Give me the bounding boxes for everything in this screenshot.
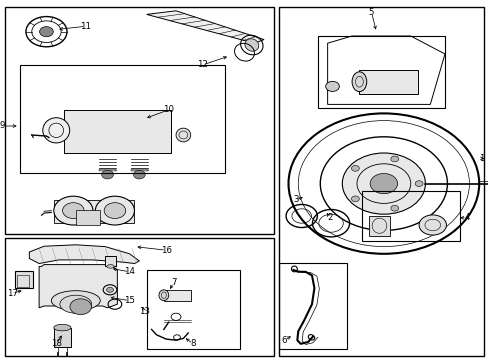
Bar: [76, 210, 100, 225]
Circle shape: [342, 153, 425, 214]
Text: 5: 5: [368, 8, 374, 17]
Bar: [163, 290, 190, 301]
Circle shape: [95, 196, 134, 225]
Text: 2: 2: [326, 213, 332, 222]
Text: 9: 9: [0, 122, 5, 130]
Polygon shape: [39, 265, 117, 308]
Bar: [54, 328, 71, 347]
Circle shape: [133, 170, 145, 179]
Bar: [63, 110, 171, 153]
Ellipse shape: [176, 128, 190, 142]
Bar: [99, 169, 116, 171]
Ellipse shape: [60, 295, 92, 313]
Text: 15: 15: [124, 296, 135, 305]
Circle shape: [62, 203, 84, 219]
Polygon shape: [29, 245, 139, 264]
Bar: [278, 263, 346, 349]
Bar: [105, 256, 116, 266]
Ellipse shape: [106, 265, 114, 268]
Text: 7: 7: [170, 278, 176, 287]
Text: 4: 4: [463, 213, 469, 222]
Bar: [15, 271, 33, 288]
Circle shape: [104, 203, 125, 219]
Ellipse shape: [51, 291, 100, 310]
Circle shape: [390, 156, 398, 162]
Polygon shape: [146, 11, 264, 43]
Circle shape: [70, 299, 91, 315]
Circle shape: [102, 170, 113, 179]
Bar: [130, 169, 148, 171]
Bar: [5, 238, 273, 356]
Bar: [361, 191, 459, 241]
Bar: [146, 270, 239, 349]
Text: 6: 6: [281, 336, 287, 345]
Bar: [20, 65, 224, 173]
Text: 1: 1: [478, 154, 484, 163]
Text: 13: 13: [139, 307, 149, 316]
Ellipse shape: [244, 39, 258, 51]
Bar: [278, 7, 483, 356]
Text: 12: 12: [197, 60, 208, 69]
Circle shape: [418, 215, 446, 235]
Circle shape: [414, 181, 422, 186]
Circle shape: [54, 196, 93, 225]
Ellipse shape: [43, 118, 70, 143]
Bar: [359, 70, 417, 94]
Circle shape: [40, 27, 53, 37]
Bar: [5, 7, 273, 234]
Circle shape: [369, 174, 397, 194]
Bar: [17, 275, 29, 287]
Ellipse shape: [54, 324, 71, 331]
Text: 3: 3: [292, 195, 298, 204]
Ellipse shape: [325, 81, 339, 91]
Ellipse shape: [351, 72, 366, 91]
Text: 16: 16: [161, 246, 171, 255]
Text: 11: 11: [80, 22, 91, 31]
Bar: [54, 200, 134, 223]
Text: 8: 8: [190, 339, 196, 348]
Text: 17: 17: [7, 289, 18, 298]
Circle shape: [351, 196, 359, 202]
Bar: [317, 36, 444, 108]
Text: 10: 10: [163, 105, 174, 114]
Circle shape: [351, 166, 359, 171]
Circle shape: [390, 205, 398, 211]
Text: 14: 14: [124, 267, 135, 276]
Ellipse shape: [159, 290, 168, 301]
Bar: [368, 216, 389, 236]
Text: 18: 18: [51, 339, 61, 348]
Circle shape: [106, 287, 113, 292]
